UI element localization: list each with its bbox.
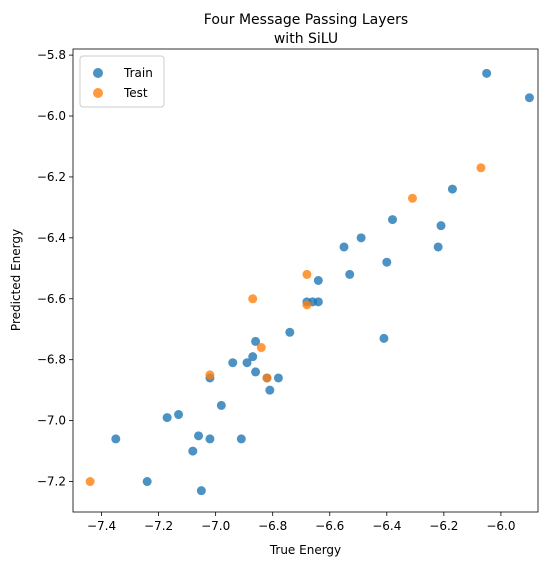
legend-box	[79, 55, 165, 108]
x-tick-label: −7.2	[144, 519, 173, 533]
x-tick-label: −6.8	[258, 519, 287, 533]
legend-test-label: Test	[123, 86, 148, 100]
train-point	[379, 333, 389, 343]
test-point	[407, 193, 417, 203]
train-point	[228, 358, 238, 368]
train-point	[482, 68, 492, 78]
legend-test-marker	[93, 88, 103, 98]
train-point	[436, 221, 446, 231]
train-point	[242, 358, 252, 368]
x-tick-label: −7.0	[201, 519, 230, 533]
train-point	[216, 400, 226, 410]
test-point	[256, 343, 266, 353]
train-point	[196, 486, 206, 496]
x-axis-label: True Energy	[269, 543, 341, 557]
train-point	[345, 269, 355, 279]
x-tick-label: −6.2	[429, 519, 458, 533]
train-point	[194, 431, 204, 441]
data-points	[85, 68, 534, 496]
y-tick-label: −7.0	[37, 414, 66, 428]
train-point	[339, 242, 349, 252]
x-tick-label: −7.4	[87, 519, 116, 533]
train-point	[205, 434, 215, 444]
y-tick-label: −5.8	[37, 48, 66, 62]
train-point	[433, 242, 443, 252]
y-tick-label: −6.6	[37, 292, 66, 306]
train-point	[356, 233, 366, 243]
train-point	[248, 352, 258, 362]
plot-area-frame	[72, 48, 539, 513]
y-tick-label: −6.2	[37, 170, 66, 184]
legend: Train Test	[79, 55, 165, 108]
test-point	[262, 373, 272, 383]
test-point	[302, 269, 312, 279]
train-point	[273, 373, 283, 383]
x-axis-ticks: −7.4 −7.2 −7.0 −6.8 −6.6 −6.4 −6.2 −6.0	[87, 512, 515, 533]
train-point	[285, 327, 295, 337]
legend-train-marker	[93, 68, 103, 78]
chart-title-line-1: Four Message Passing Layers	[204, 12, 408, 28]
y-axis-label: Predicted Energy	[9, 229, 23, 331]
train-point	[174, 410, 184, 420]
y-axis-ticks: −7.2 −7.0 −6.8 −6.6 −6.4 −6.2 −6.0 −5.8	[37, 48, 73, 489]
test-point	[205, 370, 215, 380]
train-point	[236, 434, 246, 444]
x-tick-label: −6.0	[486, 519, 515, 533]
test-point	[85, 477, 95, 487]
y-tick-label: −6.0	[37, 109, 66, 123]
train-point	[188, 446, 198, 456]
train-point	[142, 477, 152, 487]
y-tick-label: −6.4	[37, 231, 66, 245]
test-point	[302, 300, 312, 310]
y-tick-label: −7.2	[37, 475, 66, 489]
y-tick-label: −6.8	[37, 353, 66, 367]
test-point	[248, 294, 258, 304]
train-point	[313, 276, 323, 285]
legend-train-label: Train	[123, 66, 153, 80]
train-point	[382, 257, 392, 267]
train-point	[111, 434, 121, 444]
train-point	[388, 215, 398, 225]
x-tick-label: −6.6	[315, 519, 344, 533]
train-point	[251, 367, 261, 377]
train-point	[251, 336, 261, 346]
x-tick-label: −6.4	[372, 519, 401, 533]
test-point	[476, 163, 486, 173]
train-point	[313, 297, 323, 307]
chart-title-line-2: with SiLU	[274, 31, 338, 47]
train-point	[162, 413, 172, 423]
train-point	[524, 93, 534, 103]
train-point	[265, 385, 275, 395]
train-point	[447, 184, 457, 194]
